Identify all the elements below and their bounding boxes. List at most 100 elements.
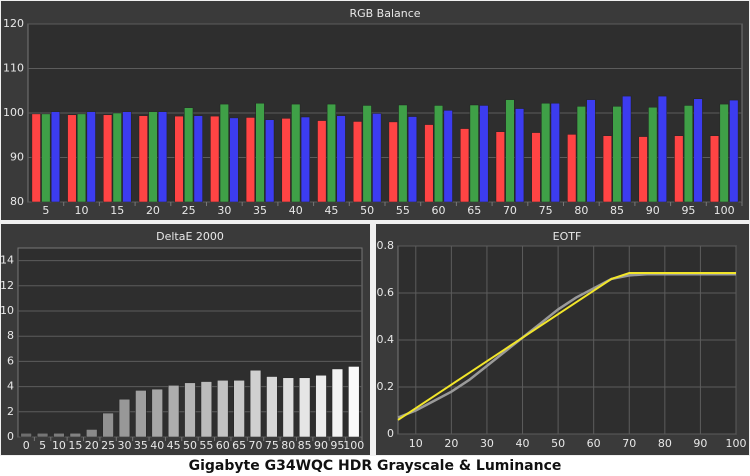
- x-tick-label: 40: [289, 204, 303, 217]
- bar: [102, 412, 114, 438]
- bar: [469, 104, 479, 203]
- y-tick-label: 80: [10, 195, 24, 208]
- x-tick-label: 65: [467, 204, 481, 217]
- x-tick-label: 10: [409, 437, 423, 450]
- x-tick-label: 75: [265, 439, 279, 452]
- bar: [315, 375, 327, 438]
- x-tick-label: 100: [343, 439, 364, 452]
- x-tick-label: 20: [146, 204, 160, 217]
- bar: [200, 381, 213, 438]
- bar: [336, 115, 346, 203]
- y-tick-label: 4: [7, 380, 14, 393]
- y-tick-label: 90: [10, 151, 24, 164]
- caption: Gigabyte G34WQC HDR Grayscale & Luminanc…: [189, 458, 562, 474]
- x-tick-label: 55: [199, 439, 213, 452]
- x-tick-label: 50: [183, 439, 197, 452]
- y-tick-label: 2: [7, 405, 14, 418]
- bar: [217, 380, 229, 438]
- bar: [184, 107, 194, 203]
- bar: [424, 124, 434, 203]
- bar: [76, 113, 87, 203]
- bar: [407, 116, 418, 203]
- x-tick-label: 70: [503, 204, 517, 217]
- x-tick-label: 90: [314, 439, 328, 452]
- bar: [657, 95, 667, 203]
- bar: [193, 115, 203, 203]
- bar: [348, 366, 360, 438]
- x-tick-label: 5: [39, 439, 46, 452]
- bar: [69, 432, 81, 438]
- bar: [151, 388, 163, 438]
- bar: [567, 134, 577, 203]
- bar: [53, 432, 65, 438]
- x-tick-label: 0: [23, 439, 30, 452]
- x-tick-label: 60: [432, 204, 446, 217]
- bar: [674, 135, 684, 203]
- bar: [282, 377, 294, 438]
- x-tick-label: 90: [646, 204, 660, 217]
- bar: [20, 432, 32, 438]
- chart-title: RGB Balance: [349, 7, 420, 20]
- x-tick-label: 30: [217, 204, 231, 217]
- bar: [174, 115, 184, 203]
- x-tick-label: 100: [714, 204, 735, 217]
- x-tick-label: 10: [75, 204, 89, 217]
- bar: [36, 432, 49, 438]
- bar: [31, 113, 41, 203]
- bar: [505, 99, 515, 203]
- bar: [255, 102, 265, 203]
- x-tick-label: 40: [516, 437, 530, 450]
- bar: [122, 111, 132, 203]
- y-tick-label: 0.2: [377, 380, 395, 393]
- bar: [515, 108, 525, 203]
- y-tick-label: 10: [0, 304, 14, 317]
- bar: [219, 103, 229, 203]
- x-tick-label: 80: [658, 437, 672, 450]
- x-tick-label: 5: [42, 204, 49, 217]
- x-tick-label: 75: [539, 204, 553, 217]
- bar: [41, 113, 51, 203]
- bar: [299, 377, 311, 438]
- x-tick-label: 100: [726, 437, 747, 450]
- y-tick-label: 110: [3, 62, 24, 75]
- x-tick-label: 30: [117, 439, 131, 452]
- x-tick-label: 80: [574, 204, 588, 217]
- x-tick-label: 20: [85, 439, 99, 452]
- bar: [265, 119, 275, 203]
- bar: [709, 135, 720, 203]
- bar: [612, 106, 622, 203]
- y-tick-label: 120: [3, 17, 24, 30]
- bar: [495, 131, 505, 203]
- x-tick-label: 10: [52, 439, 66, 452]
- bar: [158, 111, 168, 203]
- bar: [541, 102, 551, 203]
- x-tick-label: 45: [167, 439, 181, 452]
- y-tick-label: 0.8: [377, 239, 395, 252]
- x-tick-label: 65: [232, 439, 246, 452]
- bar: [693, 98, 703, 203]
- bar: [118, 398, 131, 438]
- bar: [388, 121, 398, 203]
- chart-title: DeltaE 2000: [156, 230, 224, 243]
- bar: [398, 104, 408, 203]
- bar: [622, 95, 632, 203]
- x-tick-label: 50: [360, 204, 374, 217]
- x-tick-label: 30: [480, 437, 494, 450]
- bar: [331, 368, 344, 438]
- y-tick-label: 0.4: [377, 333, 395, 346]
- bar: [362, 105, 372, 203]
- x-tick-label: 60: [587, 437, 601, 450]
- line: [397, 272, 736, 421]
- x-tick-label: 80: [281, 439, 295, 452]
- x-tick-label: 60: [216, 439, 230, 452]
- bar: [479, 105, 489, 203]
- bar: [138, 115, 148, 203]
- bar: [433, 105, 444, 203]
- x-tick-label: 95: [330, 439, 344, 452]
- x-tick-label: 20: [444, 437, 458, 450]
- bar: [352, 121, 363, 203]
- bar: [86, 429, 98, 438]
- bar: [67, 114, 77, 203]
- x-tick-label: 70: [249, 439, 263, 452]
- x-tick-label: 25: [101, 439, 115, 452]
